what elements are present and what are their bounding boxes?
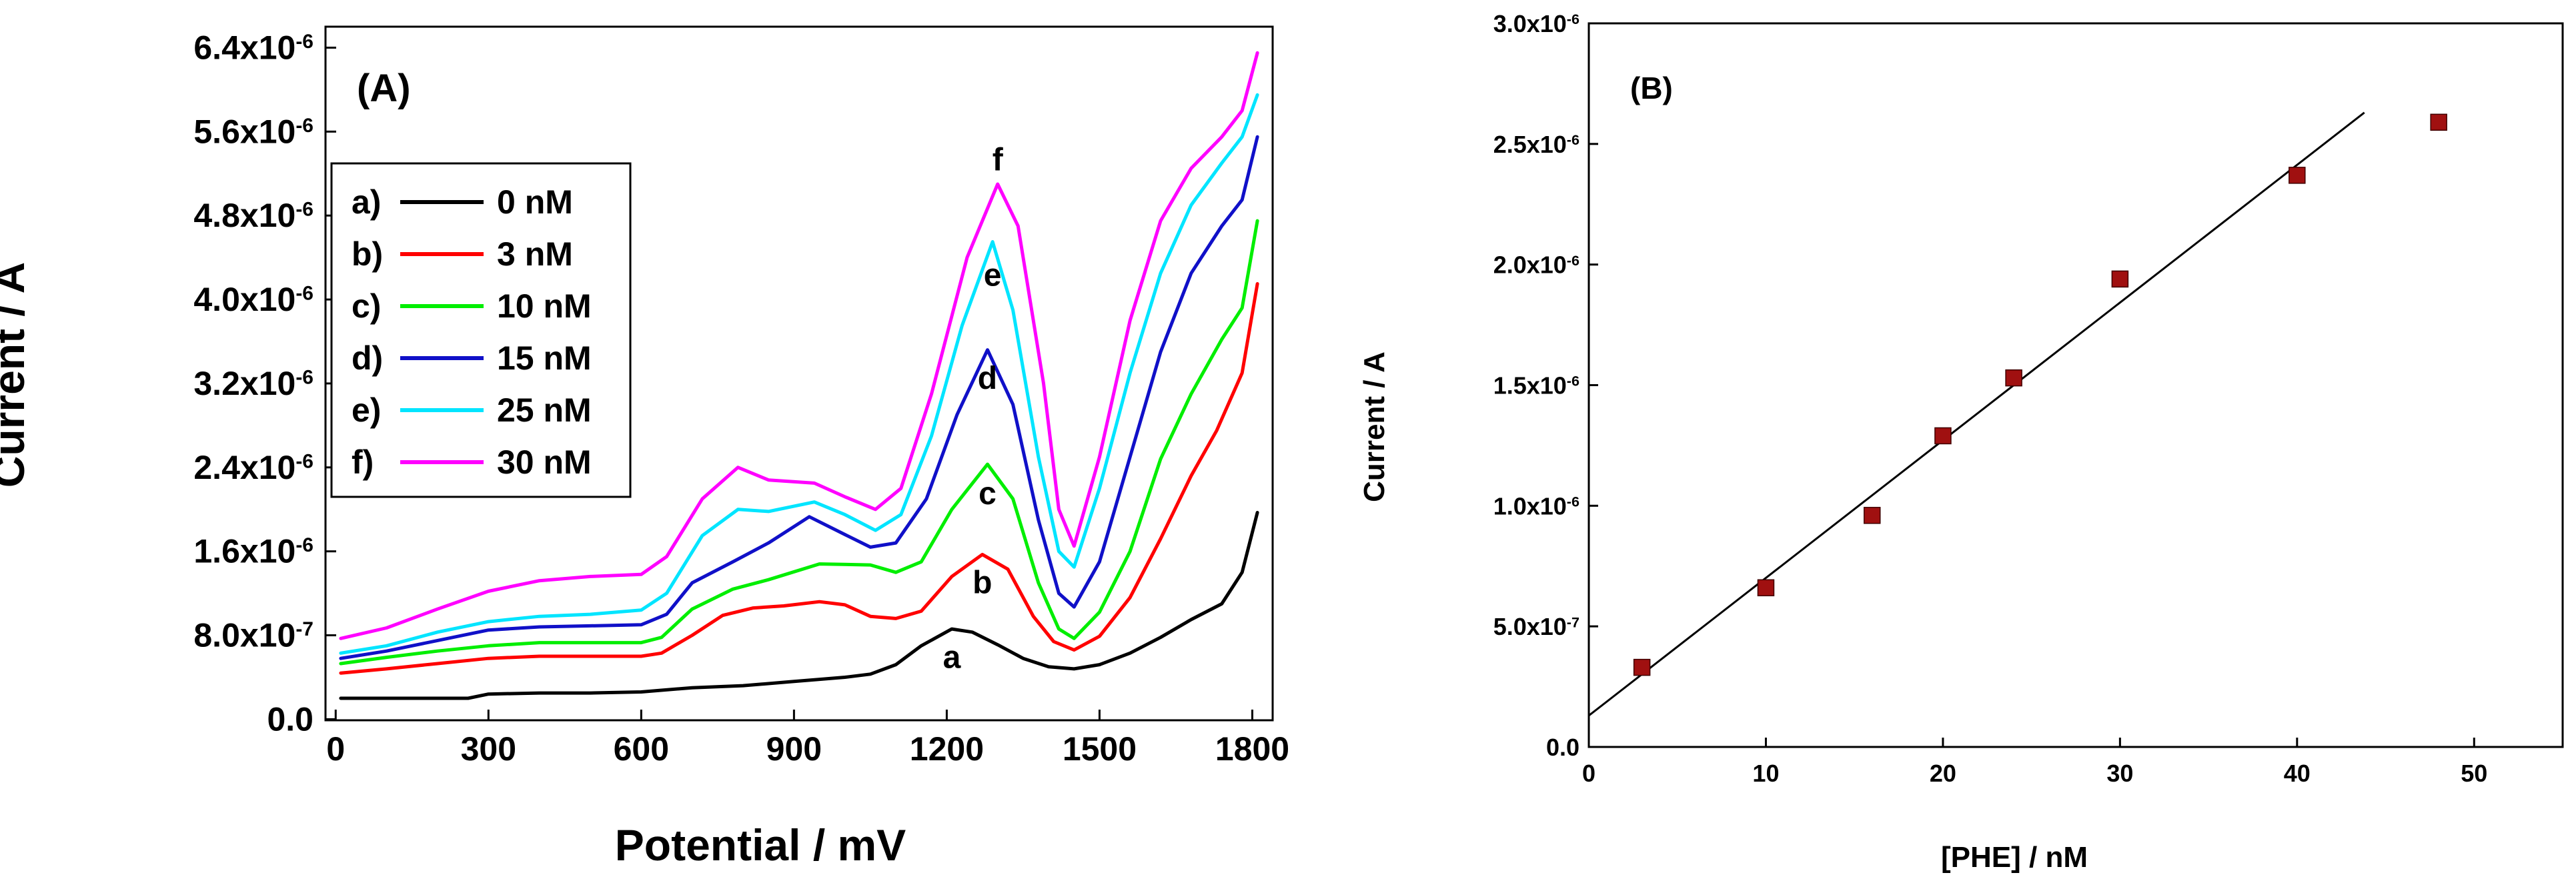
data-point (1633, 658, 1651, 676)
panel-a-x-axis: 0 300 600 900 1200 1500 1800 (326, 710, 1289, 768)
panel-a-xtick-label: 0 (326, 730, 345, 768)
panel-a-ytick-label: 6.4x10-6 (193, 29, 313, 66)
legend-key: b) (352, 235, 383, 273)
panel-a-ytick-label: 3.2x10-6 (193, 365, 313, 402)
panel-a-frame (324, 25, 1274, 722)
panel-b-ytick-label: 5.0x10-7 (1493, 613, 1579, 640)
panel-a-curve-labels: a b c d e f (943, 143, 1004, 676)
panel-a-ytick-label: 5.6x10-6 (193, 113, 313, 150)
panel-a-ytick-label: 8.0x10-7 (193, 617, 313, 654)
curve-30-nm (339, 51, 1259, 640)
panel-a-ytick-label: 0.0 (267, 700, 313, 738)
panel-b-frame (1587, 22, 2564, 748)
panel-a-ylabel: Current / A (0, 262, 33, 488)
panel-b-points (1633, 113, 2447, 676)
panel-b: Current / A [PHE] / nM (B) 0.0 5.0x10-7 1.… (1358, 10, 2564, 874)
panel-a-ytick-label: 2.4x10-6 (193, 449, 313, 486)
data-point (1757, 579, 1775, 597)
data-point (1863, 507, 1881, 524)
panel-b-ytick-label: 1.5x10-6 (1493, 372, 1579, 399)
panel-b-xtick-label: 30 (2106, 760, 2133, 787)
panel-b-xtick-label: 0 (1582, 760, 1595, 787)
curve-label-b: b (973, 566, 992, 601)
panel-a-xtick-label: 1800 (1215, 730, 1289, 768)
panel-b-ytick-label: 3.0x10-6 (1493, 10, 1579, 37)
data-point (1934, 427, 1952, 445)
panel-b-ytick-label: 0.0 (1546, 734, 1579, 761)
data-point (2005, 369, 2022, 387)
panel-b-ytick-label: 2.5x10-6 (1493, 131, 1579, 158)
panel-a-xtick-label: 1500 (1063, 730, 1137, 768)
curve-15-nm (339, 135, 1259, 660)
data-point (2289, 167, 2306, 184)
panel-b-ytick-label: 1.0x10-6 (1493, 492, 1579, 520)
panel-b-xtick-label: 20 (1930, 760, 1956, 787)
curve-label-a: a (943, 640, 961, 675)
legend-label: 30 nM (497, 444, 592, 481)
panel-a-xtick-label: 600 (614, 730, 669, 768)
panel-b-y-axis: 0.0 5.0x10-7 1.0x10-6 1.5x10-6 2.0x10-6 2.5x1… (1493, 10, 1598, 761)
panel-a-xtick-label: 1200 (910, 730, 984, 768)
legend-key: d) (352, 339, 383, 377)
panel-a-y-axis: 0.0 8.0x10-7 1.6x10-6 2.4x10-6 3.2x10-6 4.0x1… (193, 29, 336, 738)
panel-b-xtick-label: 50 (2461, 760, 2487, 787)
panel-b-x-axis: 0 10 20 30 40 50 (1582, 738, 2487, 787)
panel-b-ylabel: Current / A (1358, 351, 1391, 502)
panel-a-xlabel: Potential / mV (615, 820, 906, 870)
panel-a-ytick-label: 4.8x10-6 (193, 197, 313, 234)
panel-a-xtick-label: 900 (766, 730, 822, 768)
curve-label-e: e (984, 258, 1002, 293)
curve-25-nm (339, 93, 1259, 655)
legend-label: 10 nM (497, 287, 592, 325)
panel-a-legend: a) 0 nM b) 3 nM c) 10 nM d) 15 nM e) 25 nM f) 30 nM (330, 162, 632, 498)
legend-key: a) (352, 183, 381, 221)
curve-3-nm (339, 282, 1259, 675)
legend-label: 0 nM (497, 183, 573, 221)
data-point (2430, 113, 2447, 131)
panel-b-label: (B) (1630, 71, 1673, 105)
panel-b-xlabel: [PHE] / nM (1941, 841, 2088, 874)
panel-b-xtick-label: 40 (2284, 760, 2311, 787)
curve-label-c: c (979, 476, 997, 512)
panel-b-ytick-label: 2.0x10-6 (1493, 251, 1579, 279)
panel-b-xtick-label: 10 (1752, 760, 1779, 787)
legend-key: c) (352, 287, 381, 325)
curve-10-nm (339, 219, 1259, 666)
panel-a-xtick-label: 300 (461, 730, 516, 768)
legend-key: f) (352, 444, 374, 481)
panel-a-label: (A) (357, 67, 411, 110)
legend-label: 15 nM (497, 339, 592, 377)
legend-label: 25 nM (497, 391, 592, 429)
legend-label: 3 nM (497, 235, 573, 273)
panel-b-fit-line (1588, 111, 2365, 717)
panel-a: Current / A Potential / mV (A) 0.0 8.0x10… (0, 25, 1289, 870)
data-point (2111, 270, 2129, 288)
panel-a-legend-box (330, 162, 632, 498)
panel-a-ytick-label: 1.6x10-6 (193, 533, 313, 570)
curve-label-f: f (993, 143, 1004, 178)
panel-a-ytick-label: 4.0x10-6 (193, 281, 313, 318)
curve-0-nm (339, 511, 1259, 700)
curve-label-d: d (978, 361, 997, 396)
legend-key: e) (352, 391, 381, 429)
panel-a-curves (339, 51, 1259, 700)
